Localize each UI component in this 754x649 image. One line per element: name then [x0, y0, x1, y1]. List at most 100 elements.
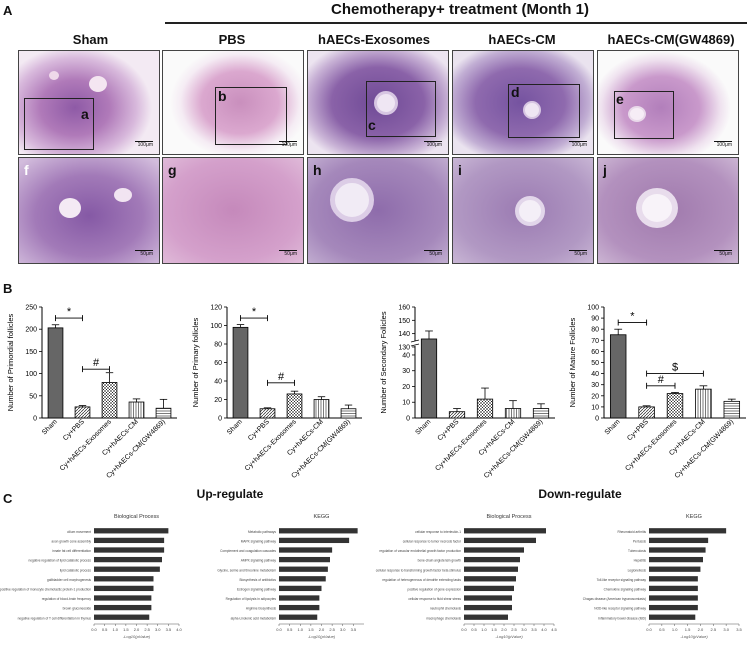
bar: [638, 406, 655, 419]
x-tick-label: 2.5: [711, 627, 717, 632]
term-label: cellular response to transforming growth…: [376, 568, 462, 572]
bar-chart-secondary: 0 10 20 30 40 130 140 150 160 Number of Secondary…: [373, 295, 563, 480]
x-tick-label: 2.5: [329, 627, 335, 632]
micrograph-pbs-high: g 50μm: [162, 157, 304, 264]
y-tick-label: 250: [25, 305, 37, 312]
bar: [649, 614, 696, 620]
chart-svg: Biological Process cilium movement axon gr…: [0, 514, 183, 639]
scale-label: 50μm: [429, 251, 442, 257]
bar: [476, 398, 494, 419]
scale-bar: [569, 250, 587, 251]
bar: [464, 556, 520, 563]
bar: [279, 595, 320, 601]
term-label: Metabolic pathways: [248, 530, 276, 534]
x-axis-label: -Log10(pValue): [123, 634, 151, 639]
term-label: Rheumatoid arthritis: [617, 530, 646, 534]
term-label: MAPK signaling pathway: [241, 540, 277, 544]
y-tick-label: 50: [29, 393, 37, 400]
bar: [279, 614, 318, 620]
micrograph-sham-high: f 50μm: [18, 157, 160, 264]
term-label: regulation of blood-brain frequency: [42, 597, 92, 601]
term-label: Legionellosis: [628, 568, 647, 572]
chart-svg: KEGG Metabolic pathways MAPK signaling pat…: [217, 514, 364, 639]
x-tick-label: 3.0: [340, 627, 346, 632]
y-tick-label: 100: [210, 323, 222, 330]
plot-title: KEGG: [314, 514, 330, 520]
significance-symbol: #: [93, 357, 100, 369]
y-tick-label: 10: [591, 404, 599, 411]
x-tick-label: Cy+hAECs-CM(GW4869): [483, 418, 544, 479]
scale-bar: [714, 141, 732, 142]
scale-bar: [135, 250, 153, 251]
bar: [94, 604, 152, 611]
term-label: Glycine, serine and threonine metabolism: [217, 568, 276, 572]
y-tick-label: 90: [591, 316, 599, 323]
roi-box: [614, 91, 674, 139]
chart-svg: 0 50 100 150 200 250 Number of Primordial foll…: [6, 305, 177, 480]
bar: [649, 547, 706, 553]
bar: [155, 407, 172, 419]
bar: [279, 566, 328, 572]
micrograph-sham-low: a 100μm: [18, 50, 160, 155]
micrograph-pbs-low: b 100μm: [162, 50, 304, 155]
x-tick-label: 3.5: [531, 627, 537, 632]
bar: [464, 537, 536, 544]
term-label: cilium movement: [67, 530, 91, 534]
term-label: AMPK signaling pathway: [241, 559, 277, 563]
term-label: alpha-Linolenic acid metabolism: [231, 616, 277, 620]
y-tick-label: 40: [402, 352, 410, 359]
follicle-shape: [59, 198, 81, 218]
sublabel-e: e: [616, 91, 624, 107]
follicle-shape: [374, 91, 398, 115]
micrograph-cm-gw4869-low: e 100μm: [597, 50, 739, 155]
term-label: Toll-like receptor signaling pathway: [597, 578, 647, 582]
x-tick-label: 3.5: [351, 627, 357, 632]
x-tick-label: 4.0: [176, 627, 182, 632]
bar: [649, 566, 701, 572]
x-tick-label: Sham: [41, 418, 59, 436]
x-tick-label: 0.5: [287, 627, 293, 632]
y-tick-label: 100: [25, 371, 37, 378]
x-tick-label: Cy+hAECs-CM(GW4869): [290, 418, 351, 479]
bar: [313, 399, 330, 419]
bar: [279, 537, 350, 544]
scale-label: 100μm: [426, 142, 442, 148]
bar: [94, 556, 162, 563]
term-label: positive regulation of gene expression: [407, 588, 461, 592]
bar: [74, 406, 91, 419]
column-label-sham: Sham: [72, 32, 109, 47]
x-tick-label: 4.0: [541, 627, 547, 632]
x-tick-label: Cy+PBS: [626, 418, 650, 442]
x-tick-label: Cy+PBS: [437, 418, 461, 442]
chart-svg: 0 10 20 30 40 50 60 70 80 90 100 Number of Mature F…: [568, 305, 746, 480]
bar: [464, 547, 524, 553]
axis-break-mark: [410, 339, 420, 343]
bar: [609, 334, 627, 419]
scale-label: 50μm: [574, 251, 587, 257]
bar: [286, 393, 303, 419]
column-label-cm-gw4869: hAECs-CM(GW4869): [607, 32, 735, 47]
x-tick-label: 0.5: [102, 627, 108, 632]
y-tick-label: 30: [591, 382, 599, 389]
bar: [94, 547, 165, 553]
down-regulate-header: Down-regulate: [538, 487, 622, 501]
scale-bar: [424, 250, 442, 251]
scale-bar: [424, 141, 442, 142]
x-tick-label: 1.0: [481, 627, 487, 632]
y-tick-label: 0: [33, 416, 37, 423]
bar: [94, 614, 150, 620]
roi-box: [508, 84, 580, 138]
y-tick-label: 30: [402, 368, 410, 375]
significance-symbol: #: [658, 374, 665, 386]
bar: [532, 408, 550, 419]
term-label: Complement and coagulation cascades: [220, 549, 276, 553]
term-label: NOD-like receptor signaling pathway: [594, 607, 646, 611]
scale-label: 100μm: [137, 142, 153, 148]
sublabel-a: a: [81, 106, 89, 122]
chart-svg: 0 20 40 60 80 100 120 Number of Primary follicl…: [191, 305, 362, 480]
significance-symbol: #: [278, 371, 285, 383]
sublabel-j: j: [603, 162, 607, 178]
bar: [464, 595, 512, 601]
axis-break: [411, 340, 419, 346]
bar: [101, 382, 118, 419]
